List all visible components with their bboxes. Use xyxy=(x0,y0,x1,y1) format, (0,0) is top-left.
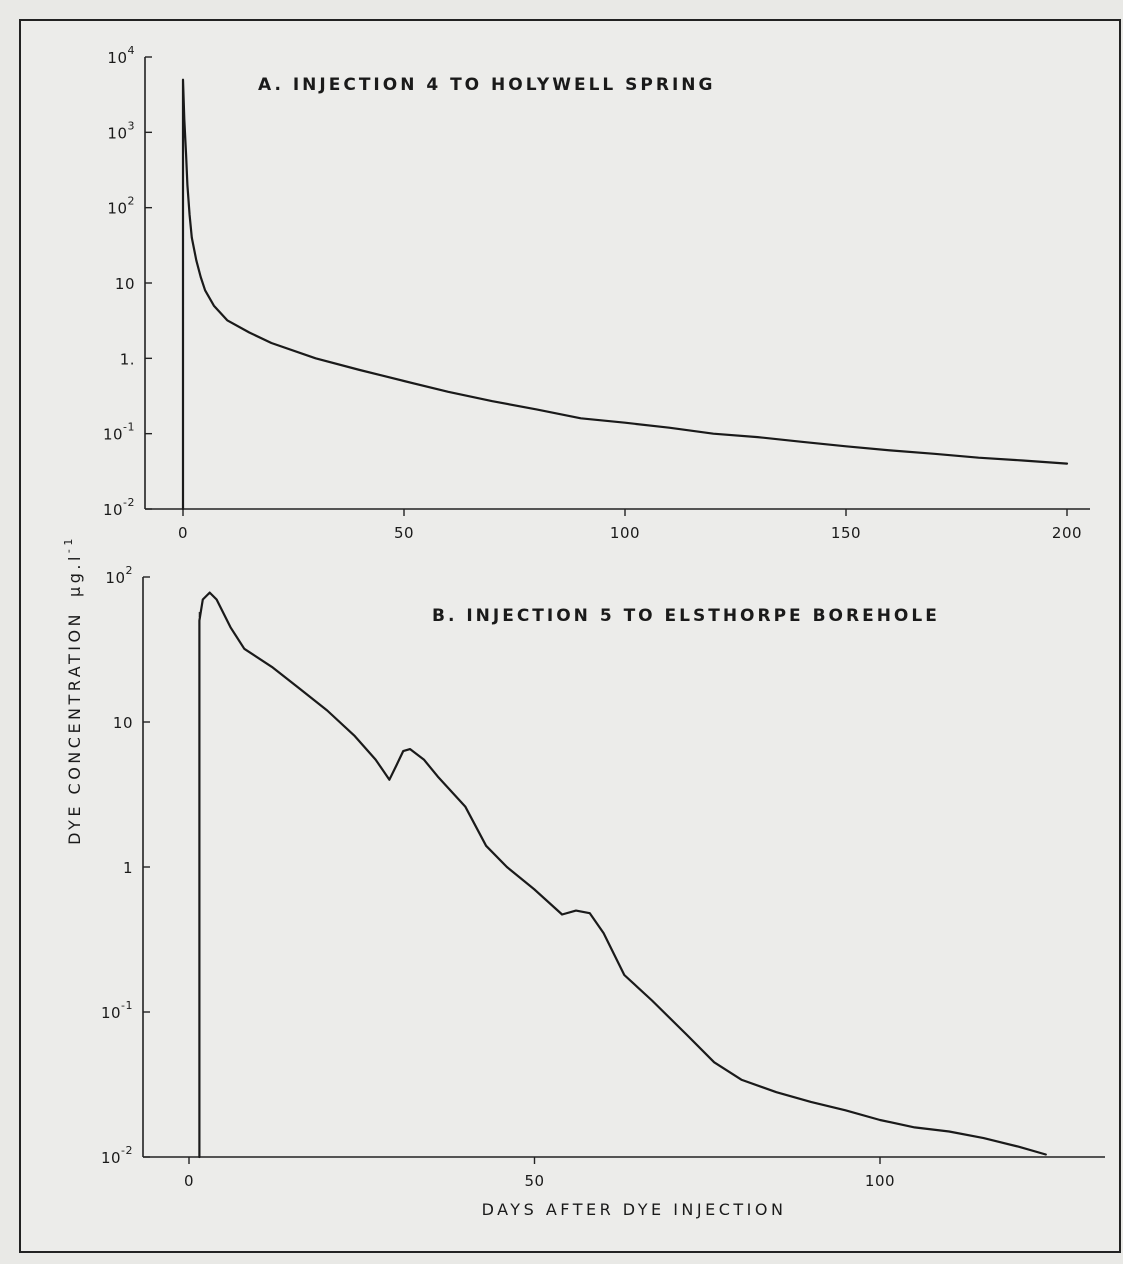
x-tick-label: 150 xyxy=(831,524,861,542)
x-tick-label: 0 xyxy=(184,1172,194,1190)
series-line xyxy=(198,591,1047,1159)
panel-a-title: A. INJECTION 4 TO HOLYWELL SPRING xyxy=(258,75,715,95)
y-tick-label: 1. xyxy=(120,350,135,368)
panel-b-title: B. INJECTION 5 TO ELSTHORPE BOREHOLE xyxy=(432,606,940,626)
y-tick-label: 104 xyxy=(107,44,135,67)
x-tick-label: 50 xyxy=(394,524,414,542)
y-tick-label: 10-2 xyxy=(103,496,135,519)
panel-a-series xyxy=(181,78,1069,511)
y-tick-label: 103 xyxy=(107,119,135,142)
panel-b-x-ticks: 0 50 100 xyxy=(184,1157,895,1190)
series-line xyxy=(181,78,1069,511)
x-tick-label: 0 xyxy=(178,524,188,542)
panel-a-x-ticks: 0 50 100 150 200 xyxy=(178,509,1082,542)
y-axis-title-text: DYE CONCENTRATION xyxy=(65,611,84,845)
panel-a-y-ticks: 104 103 102 10 1. 10-1 10-2 xyxy=(103,44,152,519)
y-tick-label: 102 xyxy=(105,564,133,587)
figure-frame xyxy=(19,19,1121,1253)
x-tick-label: 50 xyxy=(524,1172,544,1190)
panel-b: B. INJECTION 5 TO ELSTHORPE BOREHOLE 102… xyxy=(101,564,1105,1219)
y-tick-label: 1 xyxy=(123,859,133,877)
x-tick-label: 100 xyxy=(610,524,640,542)
panel-a: A. INJECTION 4 TO HOLYWELL SPRING 104 103… xyxy=(103,44,1090,542)
y-axis-title-unit-exponent: -1 xyxy=(62,535,75,553)
y-tick-label: 10-1 xyxy=(103,421,135,444)
x-tick-label: 100 xyxy=(865,1172,895,1190)
x-axis-title: DAYS AFTER DYE INJECTION xyxy=(482,1200,787,1219)
panel-b-series xyxy=(198,591,1047,1159)
x-tick-label: 200 xyxy=(1052,524,1082,542)
y-tick-label: 10 xyxy=(113,714,133,732)
panel-b-y-ticks: 102 10 1 10-1 10-2 xyxy=(101,564,150,1167)
y-axis-title-unit: µg.l xyxy=(65,553,84,597)
y-axis-title: DYE CONCENTRATION µg.l-1 xyxy=(62,535,84,845)
y-tick-label: 10-2 xyxy=(101,1144,133,1167)
y-tick-label: 10-1 xyxy=(101,999,133,1022)
y-tick-label: 102 xyxy=(107,195,135,218)
y-tick-label: 10 xyxy=(115,275,135,293)
